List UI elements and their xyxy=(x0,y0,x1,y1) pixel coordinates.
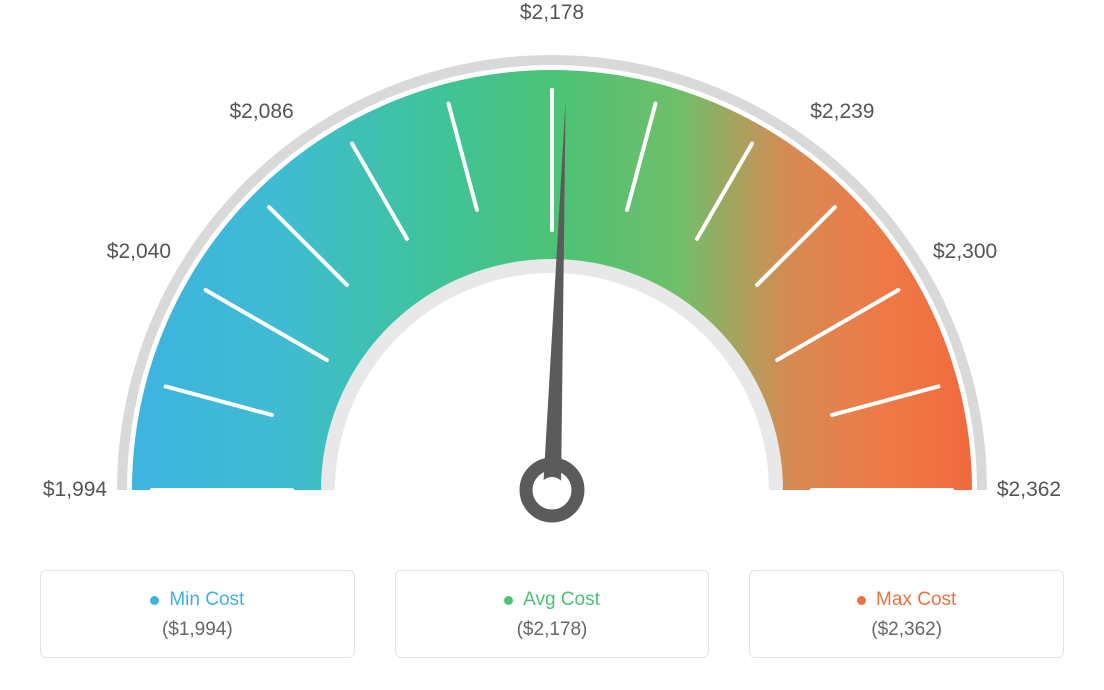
legend-dot-avg xyxy=(504,596,513,605)
legend-label-min: Min Cost xyxy=(150,589,244,611)
legend-value-max: ($2,362) xyxy=(760,619,1053,641)
gauge-tick-label: $1,994 xyxy=(43,478,107,502)
legend-card-max: Max Cost ($2,362) xyxy=(749,570,1064,658)
legend-text-max: Max Cost xyxy=(876,589,956,611)
gauge-chart: $1,994 $2,040 $2,086 $2,178 $2,239 $2,300 $2,3… xyxy=(0,0,1104,560)
gauge-tick-label: $2,239 xyxy=(810,100,874,124)
gauge-tick-label: $2,086 xyxy=(229,100,293,124)
legend-dot-max xyxy=(857,596,866,605)
legend-text-avg: Avg Cost xyxy=(523,589,600,611)
legend-label-max: Max Cost xyxy=(857,589,956,611)
legend-card-min: Min Cost ($1,994) xyxy=(40,570,355,658)
legend-label-avg: Avg Cost xyxy=(504,589,600,611)
legend-value-min: ($1,994) xyxy=(51,619,344,641)
legend-card-avg: Avg Cost ($2,178) xyxy=(395,570,710,658)
gauge-tick-label: $2,040 xyxy=(107,240,171,264)
legend-dot-min xyxy=(150,596,159,605)
gauge-tick-label: $2,300 xyxy=(933,240,997,264)
legend-row: Min Cost ($1,994) Avg Cost ($2,178) Max … xyxy=(0,570,1104,658)
gauge-svg xyxy=(0,0,1104,560)
legend-value-avg: ($2,178) xyxy=(406,619,699,641)
legend-text-min: Min Cost xyxy=(169,589,244,611)
gauge-tick-label: $2,362 xyxy=(997,478,1061,502)
gauge-tick-label: $2,178 xyxy=(520,1,584,25)
